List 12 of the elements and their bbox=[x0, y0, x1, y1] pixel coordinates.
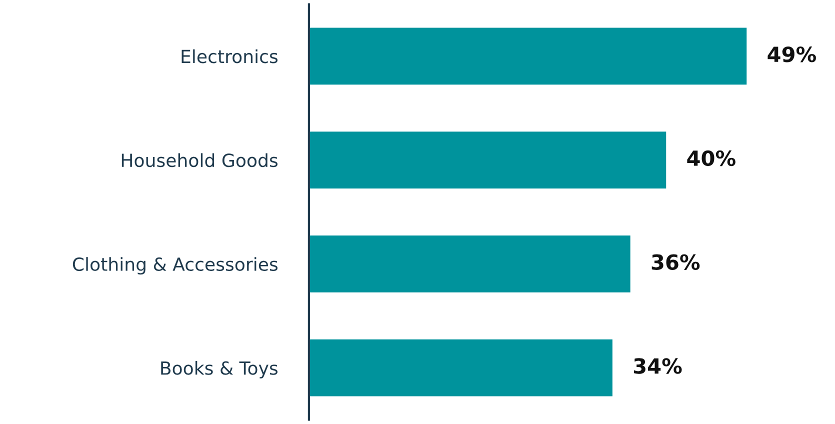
data-label: 49% bbox=[768, 46, 816, 62]
y-tick-label: Electronics bbox=[182, 49, 278, 64]
data-label: 34% bbox=[634, 358, 682, 374]
bar bbox=[308, 338, 614, 398]
y-tick-label: Clothing & Accessories bbox=[72, 257, 278, 275]
data-label: 36% bbox=[652, 254, 700, 270]
data-label: 40% bbox=[687, 150, 736, 166]
bar bbox=[308, 130, 668, 190]
bar bbox=[308, 234, 632, 294]
bar bbox=[308, 26, 748, 86]
y-tick-label: Books & Toys bbox=[161, 360, 278, 378]
y-tick-label: Household Goods bbox=[122, 153, 278, 168]
